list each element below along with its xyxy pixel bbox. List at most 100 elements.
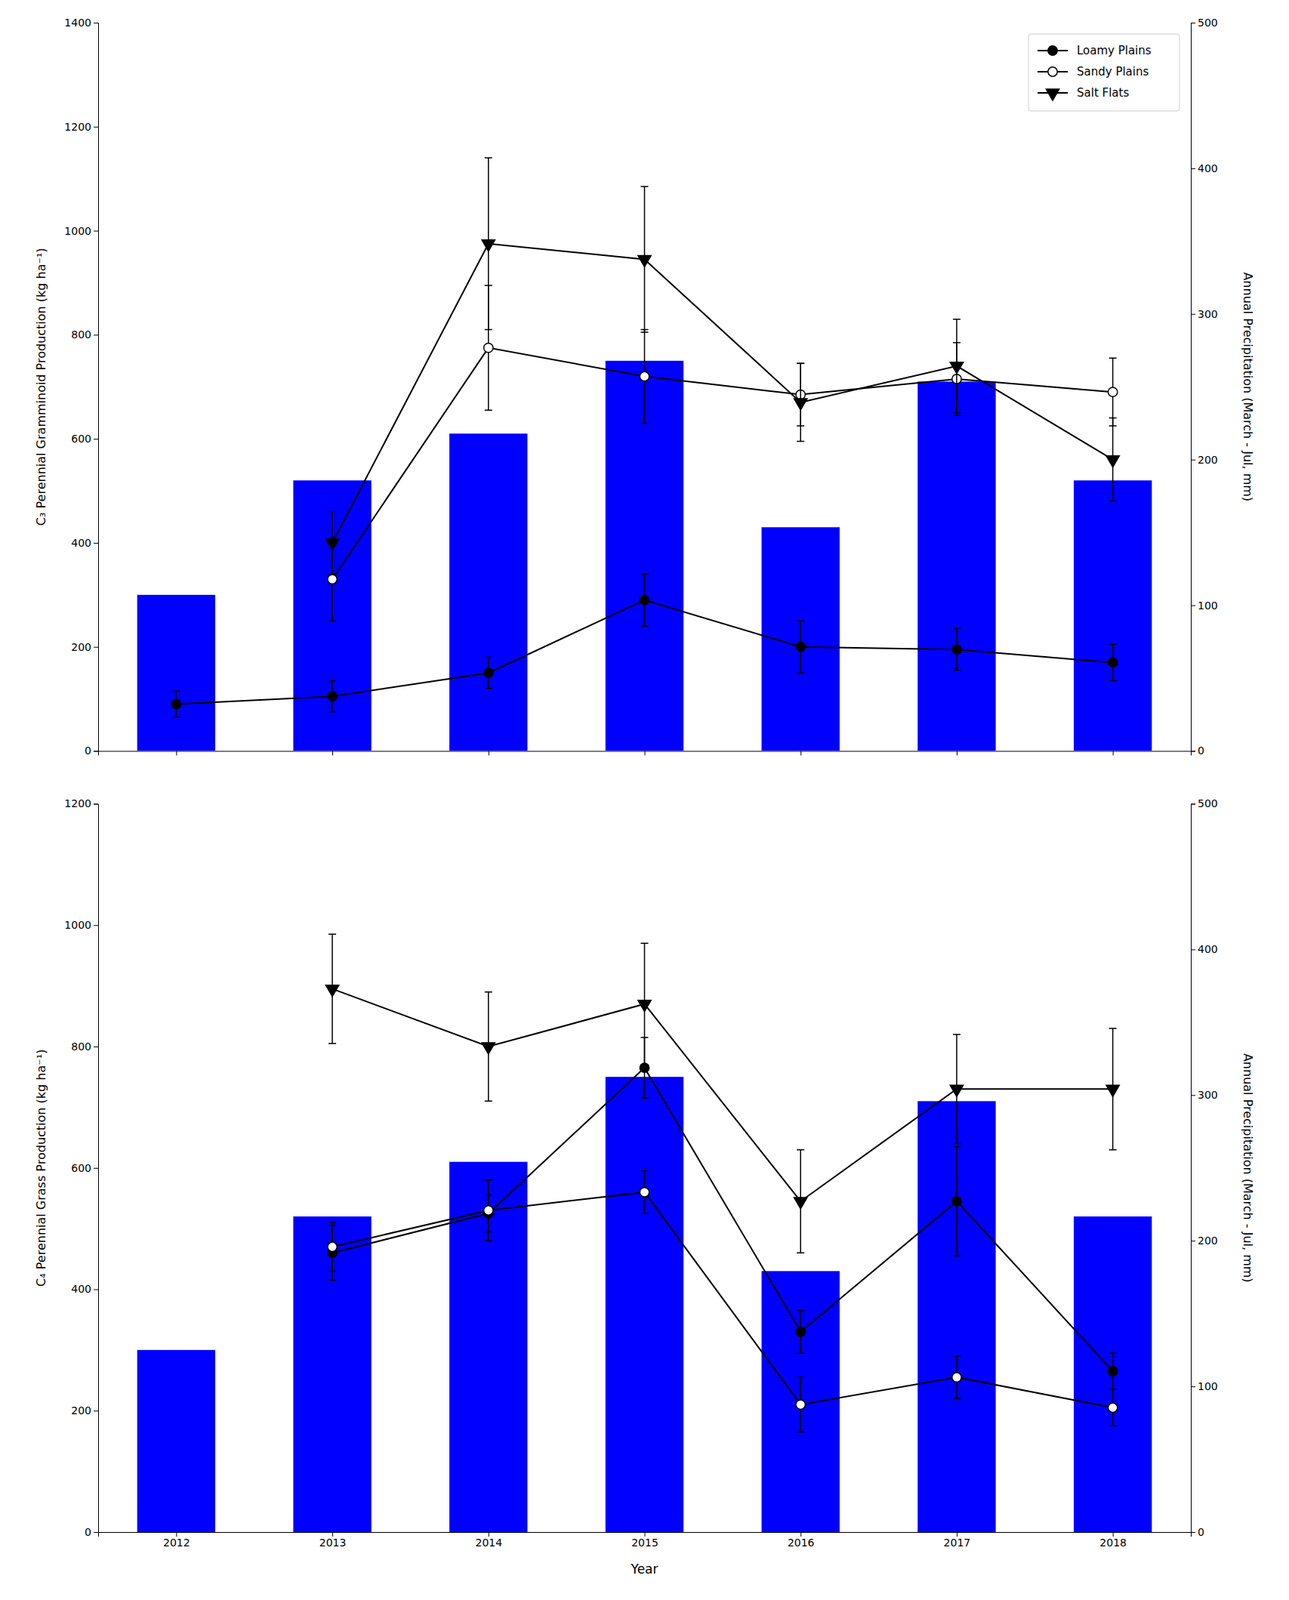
line-series [325,157,1120,574]
x-tick-label: 2017 [943,1536,972,1549]
y2-tick-label: 300 [1197,1088,1219,1101]
y-tick-mark [93,751,99,753]
bar [137,1350,216,1533]
y2-tick: 500 [1190,16,1219,29]
x-axis [98,751,1192,756]
y2-tick-label: 100 [1197,599,1219,612]
x-tick-label: 2013 [319,1536,347,1549]
y-tick-mark [93,804,99,805]
y2-tick: 400 [1190,943,1219,956]
marker [327,1242,337,1252]
legend-label: Sandy Plains [1076,64,1149,79]
x-tick-mark [332,751,334,756]
x-tick: 2015 [631,1532,659,1549]
marker [171,699,181,709]
y2-tick: 300 [1190,1088,1219,1101]
x-tick-label: 2014 [474,1536,503,1549]
y-tick-mark [93,1410,99,1412]
y2-tick-mark [1190,314,1196,315]
panel: 0200400600800100012001400010020030040050… [33,16,1256,758]
y-tick: 0 [84,744,99,757]
y2-tick-label: 0 [1197,1526,1205,1539]
marker [1107,657,1117,667]
marker [794,398,808,411]
marker [1106,456,1120,468]
legend-label: Loamy Plains [1076,43,1152,58]
marker [794,1197,808,1209]
y2-tick-mark [1190,22,1196,24]
bar [137,595,216,752]
y2-tick: 200 [1190,453,1219,466]
x-tick-mark [1113,751,1114,756]
bar [917,1100,996,1533]
y2-tick-label: 200 [1197,1234,1219,1247]
line [175,600,1113,705]
y-tick: 800 [70,1040,99,1053]
y-tick-label: 600 [70,1162,92,1175]
x-tick-mark [956,751,958,756]
legend-swatch-marker [1048,46,1058,56]
y-tick: 1400 [64,16,99,29]
legend-box [1028,33,1180,112]
marker [481,1042,495,1055]
y-tick-mark [93,438,99,440]
y-axis: 0200400600800100012001400 [64,16,99,758]
marker [1107,1403,1117,1413]
x-tick [175,751,177,756]
y2-tick-mark [1190,751,1196,753]
y2-tick-mark [1190,1386,1196,1388]
panel: 2012201320142015201620172018020040060080… [33,797,1256,1577]
y2-tick-mark [1190,459,1196,461]
x-tick: 2013 [319,1532,347,1549]
y-tick: 400 [70,536,99,549]
legend: Loamy Plains Sandy Plains Salt Flats [1028,33,1180,112]
legend-swatch-marker [1045,89,1059,101]
y-tick-label: 0 [84,1526,92,1539]
y2-axis-title: Annual Precipitation (March - Jul, mm) [1240,1053,1256,1283]
x-axis-line [98,751,1192,756]
x-tick: 2014 [474,1532,503,1549]
x-tick: 2012 [163,1532,191,1549]
y2-axis-line [1191,804,1197,1533]
x-tick-mark [488,751,490,756]
x-tick [1113,751,1114,756]
marker [325,985,339,997]
x-tick [644,751,646,756]
x-tick-label: 2015 [631,1536,659,1549]
bar [917,381,996,751]
line [332,989,1114,1202]
y2-tick-mark [1190,605,1196,607]
marker [484,1205,494,1215]
y-axis-title: C₄ Perennial Grass Production (kg ha⁻¹) [33,1049,49,1287]
y2-tick: 100 [1190,1380,1219,1393]
y2-axis: 0100200300400500 [1190,16,1219,758]
y-tick: 1200 [64,120,99,133]
y-tick-mark [93,1532,99,1533]
marker [949,1085,963,1097]
y2-tick-mark [1190,1532,1196,1533]
y-tick: 0 [84,1526,99,1539]
y-tick-label: 800 [70,328,92,341]
y-tick-label: 1000 [64,918,92,932]
marker [481,240,495,252]
marker [327,574,337,584]
y-tick: 600 [70,432,99,445]
bar [449,433,528,751]
marker [639,595,649,605]
line-series [171,573,1118,717]
y-tick-label: 1200 [64,797,92,810]
bar [292,480,371,751]
y-tick-mark [93,1046,99,1048]
y-axis: 020040060080010001200 [64,797,99,1539]
marker [325,539,339,551]
y-tick: 600 [70,1162,99,1175]
y2-tick: 500 [1190,797,1219,810]
x-tick-mark [175,751,177,756]
legend-item: Salt Flats [1037,86,1129,101]
y-tick-label: 0 [84,744,92,757]
marker [795,1400,805,1410]
y2-tick-mark [1190,168,1196,170]
y-tick-mark [93,542,99,544]
y-tick-label: 1200 [64,120,92,133]
y2-tick-label: 200 [1197,453,1219,466]
